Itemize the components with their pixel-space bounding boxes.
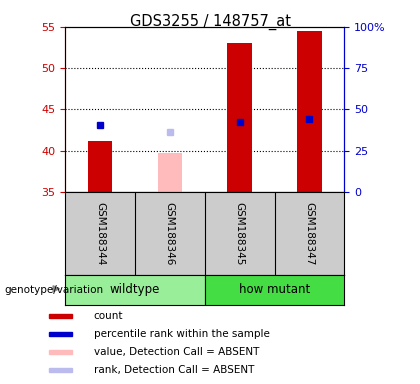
Bar	[50, 368, 71, 372]
Bar	[88, 141, 112, 192]
Text: value, Detection Call = ABSENT: value, Detection Call = ABSENT	[94, 347, 259, 357]
Text: GSM188344: GSM188344	[95, 202, 105, 265]
Bar	[205, 275, 344, 305]
Text: GDS3255 / 148757_at: GDS3255 / 148757_at	[129, 13, 291, 30]
Bar	[50, 350, 71, 354]
Text: GSM188347: GSM188347	[304, 202, 315, 265]
Text: how mutant: how mutant	[239, 283, 310, 296]
Bar	[297, 31, 322, 192]
Bar	[50, 314, 71, 318]
Bar	[228, 43, 252, 192]
Text: GSM188346: GSM188346	[165, 202, 175, 265]
Text: percentile rank within the sample: percentile rank within the sample	[94, 329, 270, 339]
Text: genotype/variation: genotype/variation	[4, 285, 103, 295]
Text: rank, Detection Call = ABSENT: rank, Detection Call = ABSENT	[94, 365, 254, 375]
Bar	[50, 332, 71, 336]
Text: wildtype: wildtype	[110, 283, 160, 296]
Text: count: count	[94, 311, 123, 321]
Text: GSM188345: GSM188345	[235, 202, 245, 265]
Bar	[158, 153, 182, 192]
Bar	[65, 275, 205, 305]
